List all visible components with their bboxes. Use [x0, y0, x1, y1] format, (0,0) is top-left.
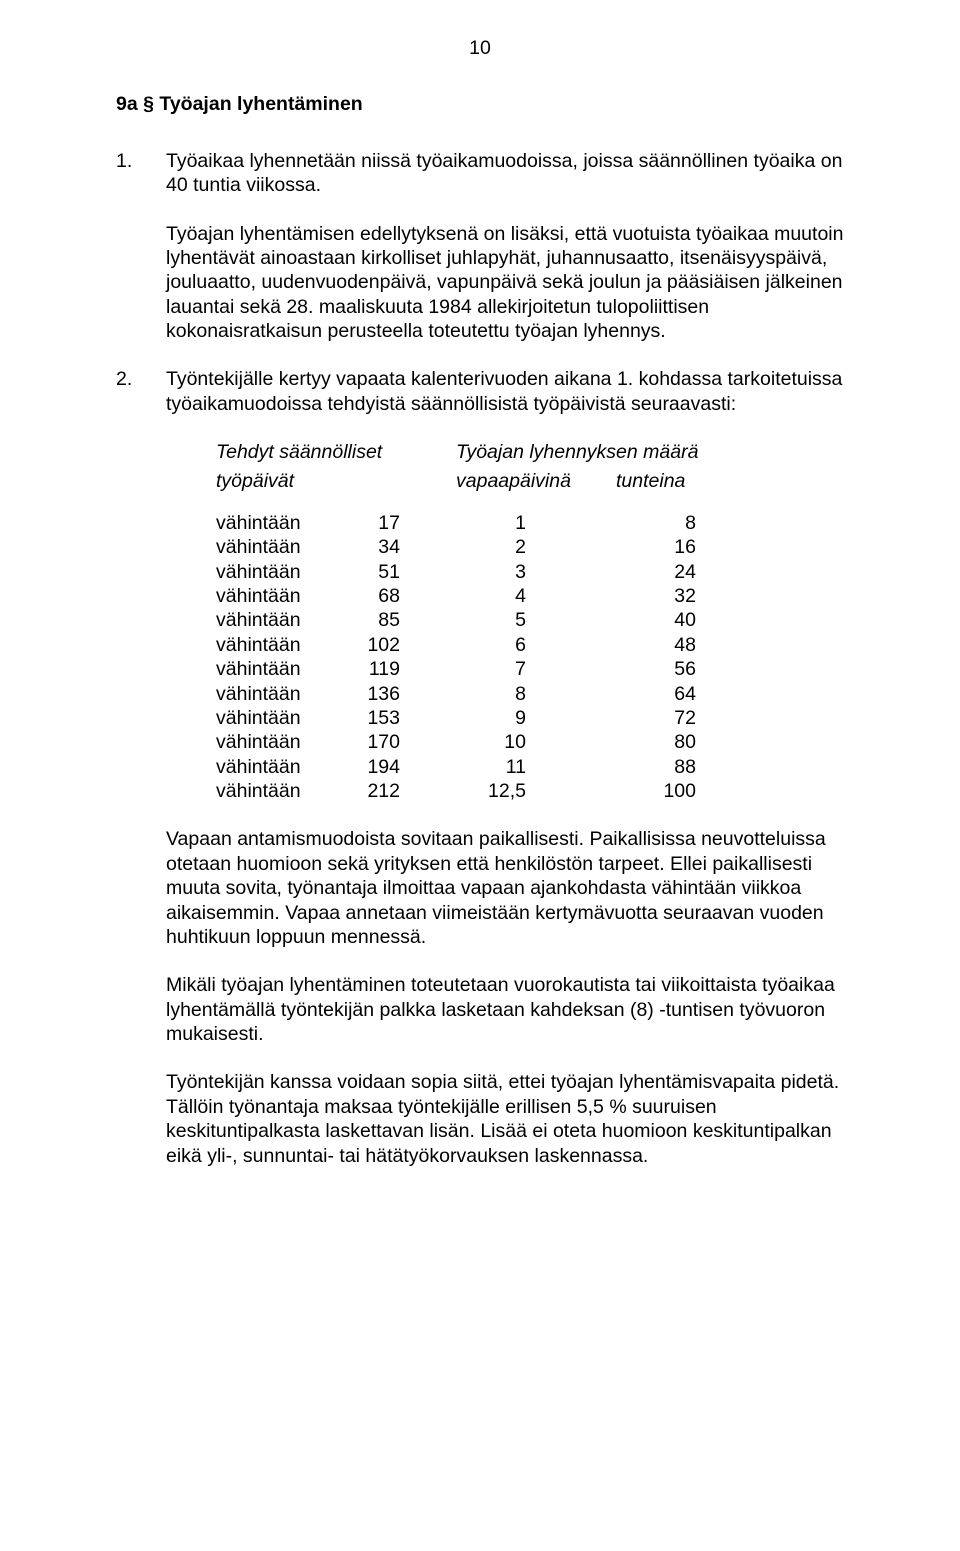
table-row: vähintään1718: [216, 511, 844, 535]
table-cell: 136: [336, 682, 456, 706]
table-header: Työajan lyhennyksen määrä: [456, 440, 756, 464]
table-cell: 17: [336, 511, 456, 535]
table-row: vähintään102648: [216, 633, 844, 657]
table-cell: vähintään: [216, 779, 336, 803]
paragraph: Työaikaa lyhennetään niissä työaikamuodo…: [166, 149, 844, 198]
table-cell: 88: [616, 755, 736, 779]
paragraph: Mikäli työajan lyhentäminen toteutetaan …: [116, 973, 844, 1046]
table-row: vähintään136864: [216, 682, 844, 706]
table-row: vähintään68432: [216, 584, 844, 608]
list-item: 1. Työaikaa lyhennetään niissä työaikamu…: [116, 149, 844, 198]
table-subheader: vapaapäivinä: [456, 469, 616, 493]
table-cell: 1: [456, 511, 616, 535]
working-time-table: Tehdyt säännölliset Työajan lyhennyksen …: [116, 440, 844, 803]
paragraph: Työntekijälle kertyy vapaata kalenterivu…: [166, 367, 844, 416]
table-cell: 11: [456, 755, 616, 779]
table-row: vähintään34216: [216, 535, 844, 559]
table-cell: 6: [456, 633, 616, 657]
table-row: vähintään85540: [216, 608, 844, 632]
table-cell: 5: [456, 608, 616, 632]
table-cell: vähintään: [216, 560, 336, 584]
table-cell: 9: [456, 706, 616, 730]
table-cell: 40: [616, 608, 736, 632]
section-heading: 9a § Työajan lyhentäminen: [116, 92, 844, 116]
table-cell: 8: [456, 682, 616, 706]
table-cell: 16: [616, 535, 736, 559]
table-cell: vähintään: [216, 511, 336, 535]
table-cell: 32: [616, 584, 736, 608]
table-cell: 10: [456, 730, 616, 754]
table-header-row: Tehdyt säännölliset Työajan lyhennyksen …: [216, 440, 844, 464]
table-cell: 212: [336, 779, 456, 803]
table-cell: 24: [616, 560, 736, 584]
table-cell: 100: [616, 779, 736, 803]
list-item: 2. Työntekijälle kertyy vapaata kalenter…: [116, 367, 844, 416]
table-row: vähintään153972: [216, 706, 844, 730]
list-number: 1.: [116, 149, 166, 198]
table-cell: 64: [616, 682, 736, 706]
table-cell: vähintään: [216, 706, 336, 730]
table-row: vähintään119756: [216, 657, 844, 681]
table-row: vähintään21212,5100: [216, 779, 844, 803]
table-cell: 12,5: [456, 779, 616, 803]
table-subheader: työpäivät: [216, 469, 456, 493]
table-cell: vähintään: [216, 730, 336, 754]
table-cell: 85: [336, 608, 456, 632]
table-cell: vähintään: [216, 633, 336, 657]
table-cell: 80: [616, 730, 736, 754]
paragraph: Työajan lyhentämisen edellytyksenä on li…: [116, 222, 844, 344]
table-cell: 72: [616, 706, 736, 730]
table-cell: 68: [336, 584, 456, 608]
table-cell: 102: [336, 633, 456, 657]
table-body: vähintään1718vähintään34216vähintään5132…: [216, 511, 844, 804]
table-cell: 56: [616, 657, 736, 681]
table-cell: 8: [616, 511, 736, 535]
table-header: Tehdyt säännölliset: [216, 440, 456, 464]
table-cell: 48: [616, 633, 736, 657]
table-cell: vähintään: [216, 584, 336, 608]
paragraph: Vapaan antamismuodoista sovitaan paikall…: [116, 827, 844, 949]
table-cell: 119: [336, 657, 456, 681]
page-number: 10: [116, 36, 844, 60]
list-number: 2.: [116, 367, 166, 416]
table-cell: 153: [336, 706, 456, 730]
table-row: vähintään1941188: [216, 755, 844, 779]
table-cell: vähintään: [216, 535, 336, 559]
table-cell: 4: [456, 584, 616, 608]
table-cell: vähintään: [216, 755, 336, 779]
table-cell: vähintään: [216, 657, 336, 681]
table-subheader-row: työpäivät vapaapäivinä tunteina: [216, 469, 844, 493]
table-cell: 170: [336, 730, 456, 754]
document-page: 10 9a § Työajan lyhentäminen 1. Työaikaa…: [0, 0, 960, 1551]
table-cell: vähintään: [216, 682, 336, 706]
table-cell: vähintään: [216, 608, 336, 632]
table-cell: 51: [336, 560, 456, 584]
table-subheader: tunteina: [616, 469, 736, 493]
table-row: vähintään1701080: [216, 730, 844, 754]
table-cell: 194: [336, 755, 456, 779]
table-row: vähintään51324: [216, 560, 844, 584]
table-cell: 2: [456, 535, 616, 559]
table-cell: 7: [456, 657, 616, 681]
table-cell: 34: [336, 535, 456, 559]
table-cell: 3: [456, 560, 616, 584]
paragraph: Työntekijän kanssa voidaan sopia siitä, …: [116, 1070, 844, 1168]
